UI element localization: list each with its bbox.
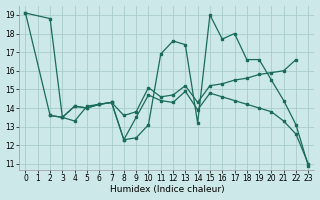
- X-axis label: Humidex (Indice chaleur): Humidex (Indice chaleur): [109, 185, 224, 194]
